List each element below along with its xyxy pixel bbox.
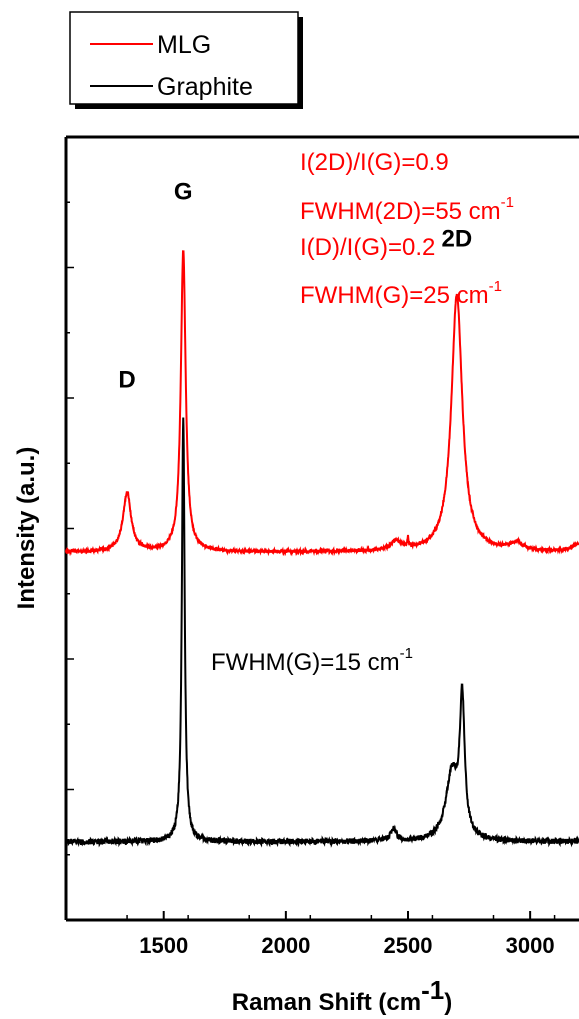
annotation-ratio-2d-g: I(2D)/I(G)=0.9 [300,149,449,176]
spectrum-line-mlg [65,250,579,557]
legend-label-mlg: MLG [157,31,211,59]
annotation-ratio-d-g: I(D)/I(G)=0.2 [300,234,435,261]
peak-labels: D G 2D [118,179,472,394]
mlg-annotations: I(2D)/I(G)=0.9 FWHM(2D)=55 cm-1 I(D)/I(G… [300,149,514,309]
legend: MLG Graphite [69,11,303,109]
y-axis-title: Intensity (a.u.) [13,447,40,610]
annotation-fwhm-g-graphite: FWHM(G)=15 cm-1 [211,645,413,676]
x-tick-label: 2500 [384,933,433,958]
legend-label-graphite: Graphite [157,73,253,101]
spectra [65,250,579,848]
x-tick-label: 3000 [506,933,555,958]
x-axis-title: Raman Shift (cm-1) [232,975,453,1016]
peak-label-2d: 2D [442,226,473,253]
annotation-fwhm-2d: FWHM(2D)=55 cm-1 [300,194,514,225]
annotation-fwhm-g-mlg: FWHM(G)=25 cm-1 [300,278,502,309]
x-tick-label: 1500 [139,933,188,958]
x-tick-label: 2000 [261,933,310,958]
spectrum-line-graphite [65,417,579,848]
peak-label-g: G [174,179,193,206]
y-ticks [66,136,74,856]
legend-box [69,11,299,105]
peak-label-d: D [118,367,135,394]
x-ticks: 1500 2000 2500 3000 [65,911,556,958]
